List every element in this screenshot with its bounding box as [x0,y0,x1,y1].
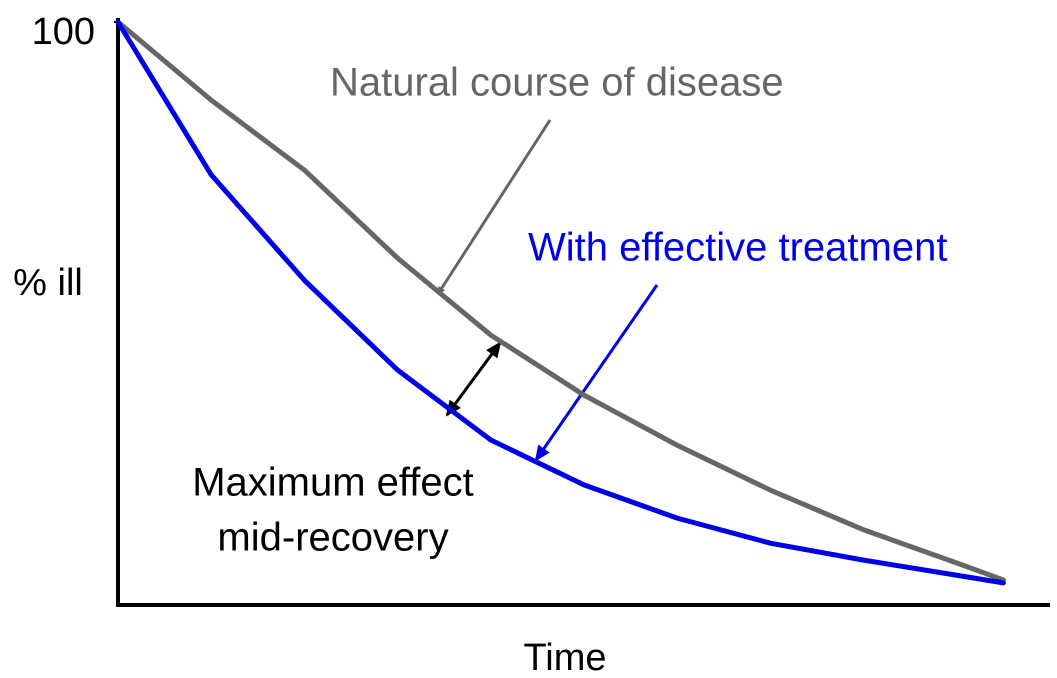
annotation-arrow [534,284,659,462]
x-axis-label: Time [523,637,606,678]
annotation: Natural course of disease [330,61,784,105]
line-series [115,19,1006,586]
line-series [115,19,1006,583]
annotation: Maximum effect [192,461,474,505]
annotation: mid-recovery [217,516,448,560]
y-axis-label: % ill [13,262,83,304]
annotation: With effective treatment [528,226,947,270]
annotation-arrow [445,341,502,417]
annotation-arrow [436,119,552,295]
y-tick-label: 100 [32,11,95,53]
